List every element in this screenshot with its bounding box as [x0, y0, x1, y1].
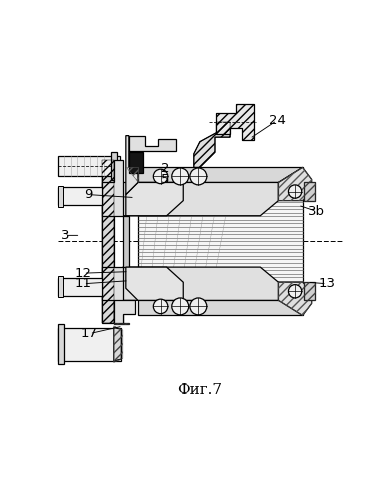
Polygon shape — [123, 183, 278, 216]
Bar — [58, 324, 64, 364]
Circle shape — [289, 185, 302, 198]
Bar — [138, 183, 303, 300]
Bar — [58, 276, 63, 297]
Bar — [129, 152, 144, 174]
Circle shape — [153, 169, 168, 184]
Polygon shape — [114, 323, 129, 324]
Polygon shape — [126, 136, 138, 195]
Text: 3b: 3b — [308, 205, 325, 218]
Polygon shape — [126, 267, 183, 300]
Text: 12: 12 — [75, 266, 92, 279]
Bar — [58, 187, 102, 205]
Polygon shape — [278, 167, 312, 201]
Circle shape — [153, 299, 168, 314]
Bar — [111, 152, 117, 180]
Polygon shape — [194, 122, 230, 167]
Polygon shape — [126, 136, 176, 151]
Circle shape — [190, 298, 207, 315]
Bar — [58, 186, 63, 207]
Polygon shape — [278, 167, 303, 201]
Polygon shape — [123, 267, 278, 300]
Text: 2: 2 — [161, 162, 169, 175]
Polygon shape — [126, 183, 183, 216]
Text: 17: 17 — [81, 327, 98, 340]
Text: 9: 9 — [84, 188, 92, 201]
Circle shape — [289, 284, 302, 298]
Bar — [58, 327, 121, 361]
Bar — [123, 216, 129, 267]
Text: 5: 5 — [161, 173, 169, 186]
Polygon shape — [114, 300, 135, 323]
Circle shape — [172, 298, 189, 315]
Polygon shape — [102, 267, 123, 323]
Circle shape — [190, 168, 207, 185]
Text: 11: 11 — [75, 277, 92, 290]
Polygon shape — [138, 167, 303, 183]
Circle shape — [172, 168, 189, 185]
Polygon shape — [278, 282, 312, 315]
Text: 24: 24 — [268, 114, 285, 127]
Text: 13: 13 — [318, 277, 335, 290]
Bar — [58, 156, 120, 176]
Polygon shape — [114, 327, 121, 361]
Bar — [58, 277, 102, 296]
Bar — [304, 183, 315, 201]
Polygon shape — [138, 300, 303, 315]
Text: Фиг.7: Фиг.7 — [177, 383, 222, 397]
Bar — [304, 282, 315, 300]
Bar — [102, 160, 114, 323]
Polygon shape — [216, 104, 254, 140]
Polygon shape — [102, 160, 123, 216]
Text: 3: 3 — [61, 229, 70, 242]
